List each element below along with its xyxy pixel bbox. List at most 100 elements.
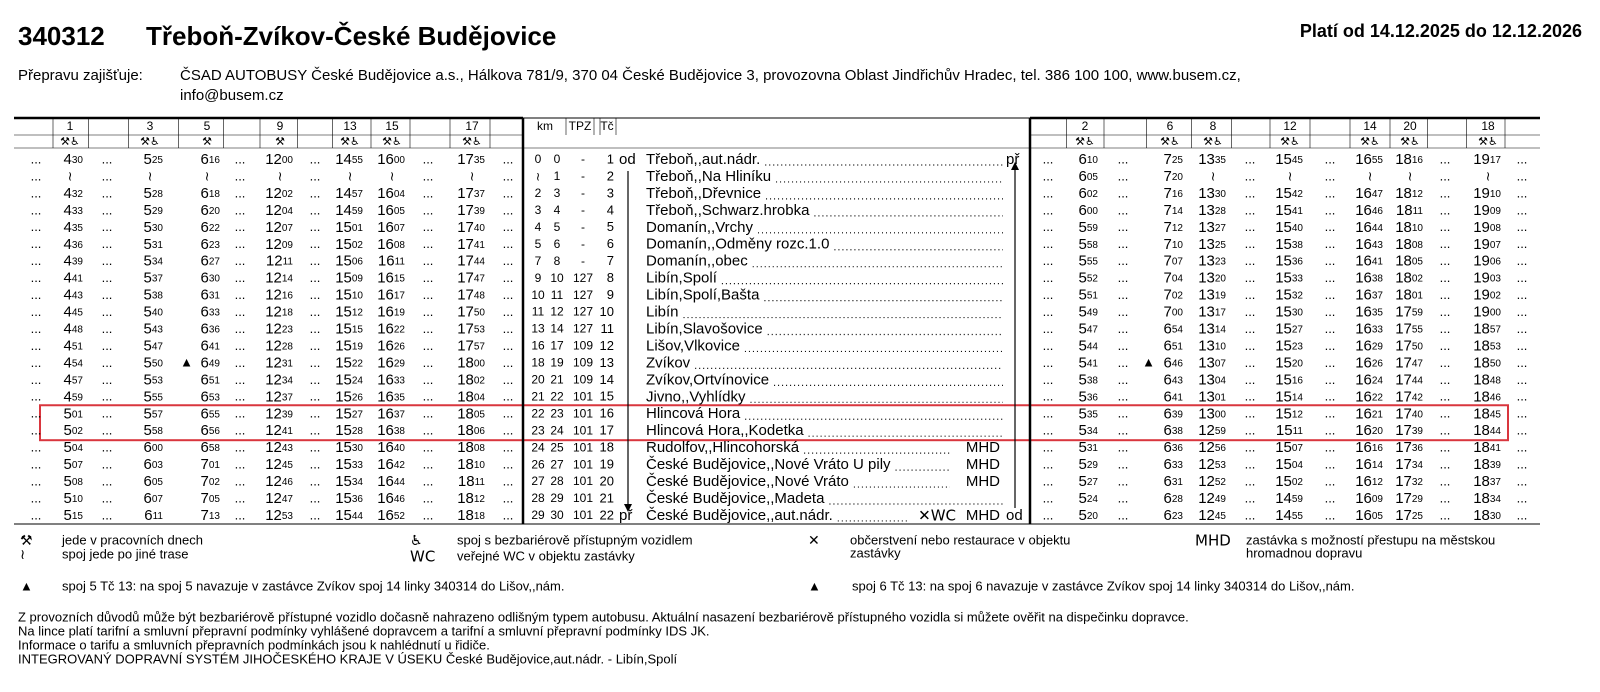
- no-stop: ...: [1118, 440, 1129, 455]
- hour: 12: [265, 320, 282, 337]
- no-stop: ...: [1118, 219, 1129, 234]
- km: 11: [551, 288, 564, 302]
- hour: 7: [1164, 168, 1172, 185]
- minute: 04: [282, 205, 294, 216]
- minute: 11: [475, 477, 486, 488]
- hour: 5: [1079, 253, 1087, 270]
- km: ≀: [536, 169, 541, 183]
- hour: 16: [1355, 456, 1372, 473]
- minute: 46: [394, 494, 406, 505]
- departure-time: 638: [1164, 422, 1184, 439]
- departure-time: 1253: [1198, 456, 1226, 473]
- hour: 15: [335, 473, 352, 490]
- minute: 30: [1215, 189, 1227, 200]
- departure-time: 544: [1079, 337, 1099, 354]
- no-stop: ...: [235, 321, 246, 336]
- no-stop: ...: [503, 321, 514, 336]
- departure-time: 1515: [335, 320, 363, 337]
- minute: 48: [474, 290, 486, 301]
- no-stop: ...: [1517, 168, 1528, 183]
- minute: 12: [352, 307, 364, 318]
- hour: 13: [1198, 304, 1215, 321]
- hour: 5: [1079, 490, 1087, 507]
- hour: 13: [1198, 219, 1215, 236]
- departure-time: 1737: [457, 185, 485, 202]
- no-stop: ...: [503, 236, 514, 251]
- hour: 7: [1164, 219, 1172, 236]
- departure-time: 1256: [1198, 439, 1226, 456]
- minute: 31: [282, 358, 294, 369]
- departure-time: 1534: [335, 473, 363, 490]
- no-stop: ...: [235, 338, 246, 353]
- minute: 12: [1292, 409, 1304, 420]
- minute: 15: [72, 511, 84, 522]
- no-stop: ...: [1043, 440, 1054, 455]
- no-stop: ...: [310, 473, 321, 488]
- no-stop: ...: [102, 423, 113, 438]
- minute: 28: [152, 189, 164, 200]
- tpz: 101: [573, 491, 593, 505]
- legend-symbol: ⚒: [20, 533, 33, 549]
- no-stop: ...: [1043, 490, 1054, 505]
- no-stop: ...: [1118, 457, 1129, 472]
- km: 26: [531, 457, 545, 471]
- minute: 50: [474, 307, 486, 318]
- trip-symbols: ⚒♿: [340, 135, 360, 148]
- no-stop: ...: [423, 219, 434, 234]
- no-stop: ...: [1517, 253, 1528, 268]
- other-route: ≀: [1211, 169, 1216, 184]
- legend-text: občerstvení nebo restaurace v objektu: [850, 532, 1070, 547]
- footer-line: Z provozních důvodů může být bezbariérov…: [18, 609, 1189, 624]
- hour: 6: [1164, 456, 1172, 473]
- hour: 17: [457, 202, 474, 219]
- departure-time: 1818: [457, 507, 485, 524]
- departure-time: 1638: [1355, 270, 1383, 287]
- km: 11: [532, 305, 545, 319]
- hour: 6: [144, 439, 152, 456]
- departure-time: 1621: [1355, 405, 1383, 422]
- minute: 43: [1372, 239, 1384, 250]
- departure-time: 1853: [1473, 337, 1501, 354]
- km: 29: [550, 491, 564, 505]
- minute: 53: [209, 392, 221, 403]
- trip-number: 12: [1283, 119, 1297, 133]
- minute: 10: [474, 460, 486, 471]
- departure-time: 1635: [1355, 304, 1383, 321]
- no-stop: ...: [1517, 423, 1528, 438]
- no-stop: ...: [503, 507, 514, 522]
- no-stop: ...: [31, 270, 42, 285]
- hour: 17: [1395, 320, 1412, 337]
- hour: 18: [1473, 490, 1490, 507]
- hour: 5: [144, 304, 152, 321]
- minute: 36: [1412, 443, 1424, 454]
- no-stop: ...: [31, 507, 42, 522]
- no-stop: ...: [1517, 457, 1528, 472]
- no-stop: ...: [31, 202, 42, 217]
- no-stop: ...: [1325, 236, 1336, 251]
- hour: 7: [1164, 270, 1172, 287]
- minute: 04: [394, 189, 406, 200]
- minute: 04: [72, 443, 84, 454]
- hour: 12: [265, 439, 282, 456]
- no-stop: ...: [423, 253, 434, 268]
- hour: 6: [1079, 202, 1087, 219]
- no-stop: ...: [1118, 321, 1129, 336]
- km: 1: [554, 169, 561, 183]
- hour: 18: [457, 490, 474, 507]
- departure-time: 502: [64, 422, 84, 439]
- departure-time: 1845: [1473, 405, 1501, 422]
- minute: 03: [1490, 273, 1502, 284]
- minute: 35: [474, 155, 486, 166]
- departure-time: 605: [144, 473, 164, 490]
- minute: 17: [394, 290, 406, 301]
- departure-time: 1245: [1198, 507, 1226, 524]
- hour: 17: [1395, 507, 1412, 524]
- departure-time: 1516: [1275, 371, 1303, 388]
- hour: 16: [377, 219, 394, 236]
- tpz: -: [581, 220, 585, 234]
- no-stop: ...: [102, 304, 113, 319]
- departure-time: 611: [144, 507, 163, 524]
- departure-time: 1501: [335, 219, 363, 236]
- hour: 6: [201, 304, 209, 321]
- departure-time: ▲ 646: [1142, 354, 1183, 371]
